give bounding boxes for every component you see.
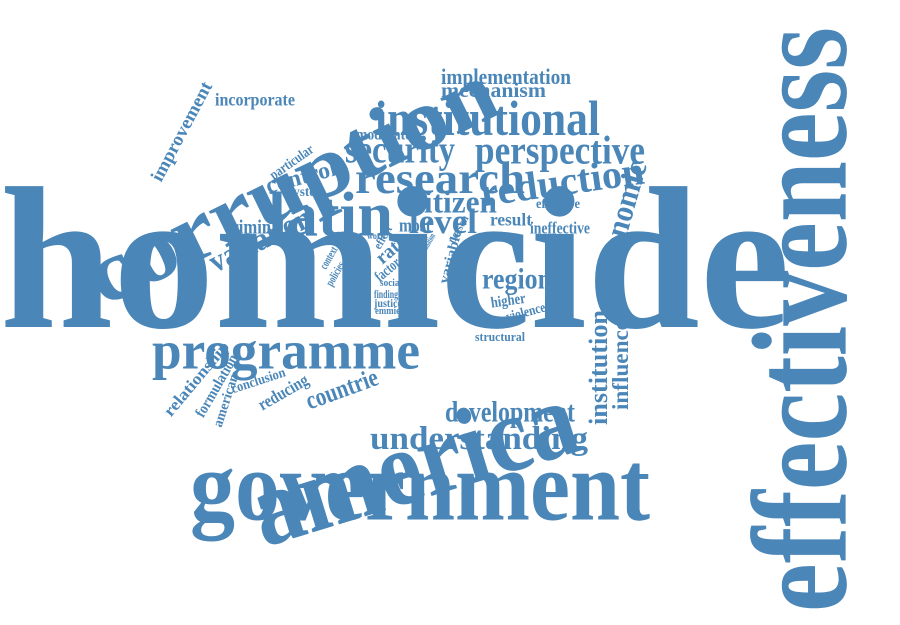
word-perspective: perspective xyxy=(475,127,645,173)
word-emmie: emmie xyxy=(375,306,400,318)
word-work: work xyxy=(367,232,385,243)
word-social: social xyxy=(380,278,402,290)
word-security: security xyxy=(345,128,455,172)
word-effective: effective xyxy=(536,195,580,212)
word-most: most xyxy=(399,215,431,237)
word-level: level xyxy=(409,201,477,242)
word-development: development xyxy=(445,396,575,429)
word-research: research xyxy=(355,153,525,204)
word-incorporate: incorporate xyxy=(215,89,295,110)
word-citizen: citizen xyxy=(410,184,497,220)
word-influence: influence xyxy=(608,320,635,410)
word-latin: latin xyxy=(268,178,393,250)
word-institutional: institutional xyxy=(375,90,600,146)
word-government: government xyxy=(190,432,650,542)
word-programme: programme xyxy=(152,320,420,381)
word-homicide: homicide xyxy=(0,145,790,371)
word-region: region xyxy=(482,263,552,296)
word-mechanism: mechanism xyxy=(441,78,546,103)
word-structural: structural xyxy=(475,328,525,344)
word-justice: justice xyxy=(374,296,402,311)
word-moderator: moderator xyxy=(356,126,418,144)
word-understanding: understanding xyxy=(370,421,588,458)
word-system: system xyxy=(288,183,326,200)
word-effectiveness: effectiveness xyxy=(725,27,876,613)
word-criminal: criminal xyxy=(224,216,284,239)
word-finding: finding xyxy=(374,287,398,302)
word-implementation: implementation xyxy=(441,64,571,90)
word-result: result xyxy=(490,209,532,230)
word-ineffective: ineffective xyxy=(530,218,590,238)
